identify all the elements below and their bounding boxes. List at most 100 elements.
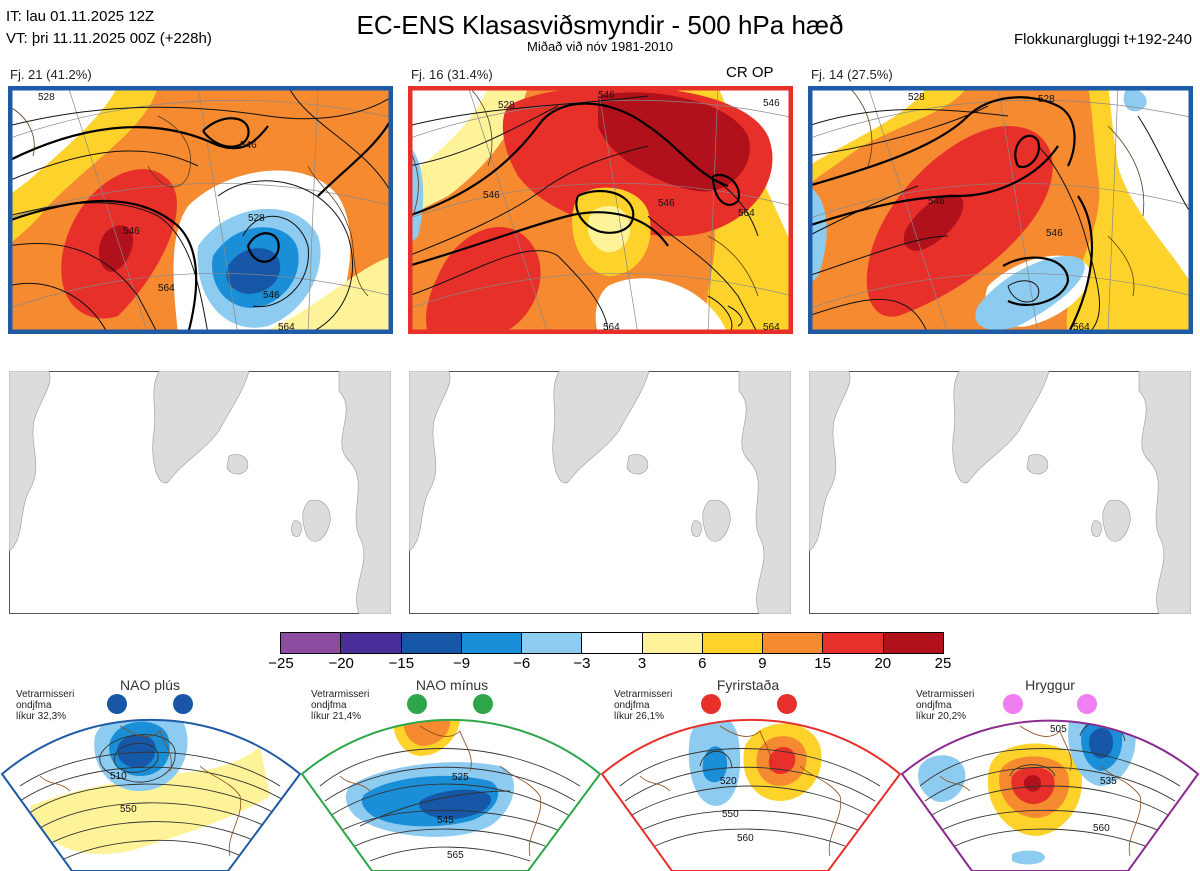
regime-map-nao-minus: [302, 719, 600, 871]
regime-dot: [777, 694, 797, 714]
regime-contour-label: 560: [1093, 823, 1110, 834]
colorbar-swatch: [581, 633, 642, 653]
graticule: [408, 86, 793, 334]
colorbar-tick-label: −25: [268, 655, 294, 672]
regime-note-nao-plus: Vetrarmisseri ondjfma líkur 32,3%: [16, 689, 75, 722]
colorbar-swatch: [641, 633, 702, 653]
contour-label: 546: [240, 140, 257, 151]
regime-dot: [1003, 694, 1023, 714]
anomaly-negative-weak: [808, 186, 827, 286]
page-subtitle: Miðað við nóv 1981-2010: [527, 39, 673, 54]
anomaly-positive-max: [903, 194, 964, 251]
regime-title-nao-minus: NAO mínus: [415, 677, 489, 693]
colorbar-tick-label: 9: [758, 655, 767, 672]
classification-window: Flokkunargluggi t+192-240: [1013, 31, 1192, 48]
contour-label: 546: [658, 198, 675, 209]
contour-label: 528: [38, 92, 55, 103]
contour-label: 528: [498, 100, 515, 111]
regime-note-nao-minus: Vetrarmisseri ondjfma líkur 21,4%: [311, 689, 370, 722]
contour-label: 528: [908, 92, 925, 103]
regime-contour-label: 550: [722, 809, 739, 820]
colorbar-tick-label: −9: [452, 655, 471, 672]
colorbar-tick-label: −3: [573, 655, 591, 672]
regime-contour-label: 545: [437, 815, 454, 826]
anomaly-positive-weak-east: [258, 256, 393, 334]
panel-frame: [408, 86, 793, 334]
height-contours-major: [8, 115, 393, 334]
regime-title-ridge: Hryggur: [1025, 677, 1075, 693]
anomaly-negative-weak-ne: [1123, 86, 1147, 112]
panel-label-1: Fj. 21 (41.2%): [10, 67, 92, 82]
colorbar-swatch: [281, 633, 341, 653]
colorbar-swatch: [822, 633, 883, 653]
coastlines: [847, 86, 1145, 297]
regime-note-ridge: Vetrarmisseri ondjfma líkur 20,2%: [916, 689, 975, 722]
cluster-map-2[interactable]: 528 546 546 546 564 546 564 564: [408, 86, 793, 334]
regime-dot: [701, 694, 721, 714]
regime-contour-label: 525: [452, 772, 469, 783]
anomaly-neutral-south: [595, 278, 728, 334]
contour-label: 528: [1038, 94, 1055, 105]
colorbar-tick-label: 3: [637, 655, 647, 672]
graticule: [8, 86, 393, 334]
colorbar-tick-label: −20: [328, 655, 354, 672]
contour-label: 564: [763, 322, 780, 333]
header-info: IT: lau 01.11.2025 12Z VT: þri 11.11.202…: [6, 6, 212, 50]
page-title: EC-ENS Klasasviðsmyndir - 500 hPa hæð: [356, 10, 844, 40]
contour-label: 564: [278, 322, 295, 333]
regime-frame: [900, 719, 1200, 871]
contour-label: 546: [598, 90, 615, 101]
contour-label: 564: [603, 322, 620, 333]
contour-label: 546: [763, 98, 780, 109]
land-map-2: [409, 371, 791, 614]
regime-dot: [1077, 694, 1097, 714]
colorbar-tick-label: 15: [814, 655, 831, 672]
panel-frame: [808, 86, 1193, 334]
land-map-3: [809, 371, 1191, 614]
regime-dot: [473, 694, 493, 714]
anomaly-neutral: [8, 86, 118, 196]
regime-strip: 510 550 525 545 565 520 550 560 505 535 …: [0, 694, 1200, 871]
colorbar-tick-label: 20: [874, 655, 892, 672]
colorbar-swatch: [701, 633, 763, 653]
regime-contour-label: 510: [110, 771, 127, 782]
cluster-map-3[interactable]: 528 528 546 546 564: [808, 86, 1193, 334]
anomaly-neutral: [408, 86, 488, 176]
height-contours-major: [408, 102, 741, 268]
contour-label: 546: [483, 190, 500, 201]
colorbar-tick-label: −6: [513, 655, 531, 672]
anomaly-negative-strong: [226, 248, 281, 294]
regime-title-blocking: Fyrirstaða: [716, 677, 780, 693]
colorbar-tick-label: 25: [934, 655, 952, 672]
colorbar-swatch: [882, 633, 943, 653]
regime-dot: [173, 694, 193, 714]
contour-label: 546: [263, 290, 280, 301]
init-time: IT: lau 01.11.2025 12Z: [6, 8, 155, 25]
regime-note-blocking: Vetrarmisseri ondjfma líkur 26,1%: [614, 689, 673, 722]
panel-tag-2: CR OP: [726, 64, 774, 81]
regime-dot: [107, 694, 127, 714]
anomaly-neutral-east: [1108, 86, 1193, 286]
regime-contour-label: 520: [720, 776, 737, 787]
contour-label: 528: [248, 213, 265, 224]
panel-label-2: Fj. 16 (31.4%): [411, 67, 493, 82]
regime-frame: [600, 718, 902, 871]
contour-label: 546: [928, 196, 945, 207]
colorbar-tick-label: −15: [388, 655, 415, 672]
graticule: [808, 86, 1193, 334]
regime-contour-label: 565: [447, 850, 464, 861]
regime-title-nao-plus: NAO plús: [120, 677, 180, 693]
land-map-1: [9, 371, 391, 614]
anomaly-neutral: [808, 86, 928, 166]
cluster-map-1[interactable]: 528 546 528 546 564 546 564: [8, 86, 393, 334]
contour-label: 564: [738, 208, 755, 219]
contour-label: 564: [1073, 322, 1090, 333]
colorbar-tick-label: 6: [698, 655, 707, 672]
colorbar-swatch: [400, 633, 461, 653]
regime-frame: [0, 718, 302, 871]
anomaly-positive-southwest: [426, 227, 541, 334]
regime-contour-label: 550: [120, 804, 137, 815]
valid-time: VT: þri 11.11.2025 00Z (+228h): [6, 30, 212, 47]
contour-label: 546: [123, 226, 140, 237]
colorbar: [280, 632, 944, 654]
